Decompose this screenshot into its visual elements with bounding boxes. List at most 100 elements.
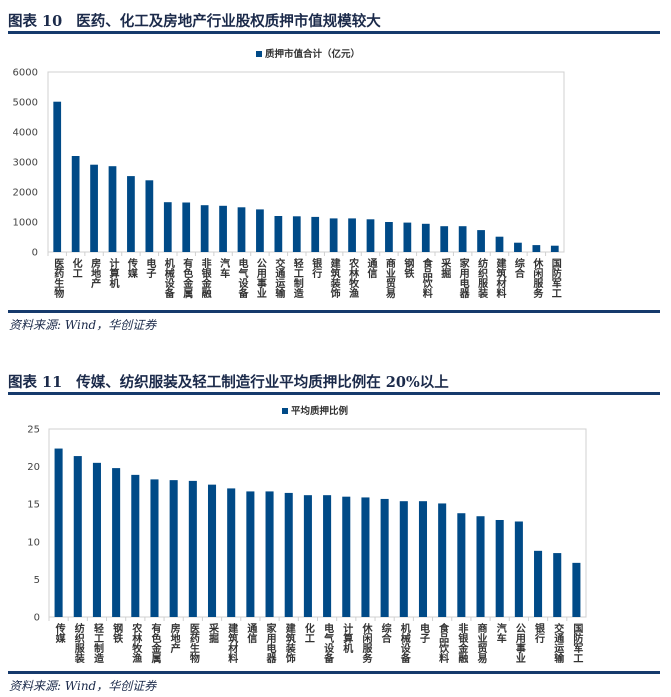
x-category-label: 银行 bbox=[310, 257, 323, 279]
x-category-label: 农林牧渔 bbox=[347, 257, 360, 299]
figure-10-top-rule bbox=[8, 31, 660, 34]
bar-房地产 bbox=[90, 164, 98, 252]
plot-area bbox=[48, 428, 587, 618]
y-tick-label: 20 bbox=[27, 462, 40, 473]
x-category-label: 电气设备 bbox=[322, 622, 335, 664]
x-category-label: 传媒 bbox=[53, 622, 66, 644]
x-category-label: 休闲服务 bbox=[531, 257, 544, 299]
x-category-label: 非银金融 bbox=[456, 622, 469, 664]
x-category-label: 电子 bbox=[417, 622, 429, 644]
y-tick-label: 25 bbox=[27, 425, 40, 436]
x-category-label: 钢铁 bbox=[402, 257, 414, 279]
bar-电子 bbox=[145, 180, 154, 252]
x-category-label: 建筑材料 bbox=[494, 257, 507, 299]
x-category-label: 食品饮料 bbox=[437, 622, 450, 664]
bar-建筑材料 bbox=[227, 488, 236, 617]
bar-国防军工 bbox=[550, 245, 559, 252]
x-category-label: 家用电器 bbox=[457, 257, 470, 299]
x-category-label: 国防军工 bbox=[571, 623, 583, 663]
bar-房地产 bbox=[169, 480, 178, 617]
x-category-label: 商业贸易 bbox=[475, 622, 487, 664]
legend-swatch bbox=[256, 51, 262, 57]
chart-1: 质押市值合计（亿元） 0 1000 2000 3000 4000 5000 6000 医药生物化… bbox=[13, 48, 565, 299]
bar-建筑装饰 bbox=[329, 218, 338, 252]
x-category-label: 纺织服装 bbox=[72, 622, 85, 664]
bar-建筑材料 bbox=[495, 236, 504, 252]
x-category-label: 有色金属 bbox=[181, 257, 194, 299]
x-category-label: 纺织服装 bbox=[476, 257, 489, 299]
bar-公用事业 bbox=[514, 521, 523, 617]
x-category-label: 化工 bbox=[302, 622, 314, 643]
bar-计算机 bbox=[342, 496, 351, 617]
x-category-label: 汽车 bbox=[218, 257, 230, 279]
bar-汽车 bbox=[495, 519, 504, 617]
x-category-label: 休闲服务 bbox=[360, 622, 373, 664]
bar-有色金属 bbox=[150, 479, 159, 617]
legend-label: 质押市值合计（亿元） bbox=[265, 48, 360, 60]
x-category-label: 家用电器 bbox=[264, 622, 277, 664]
figure-10-bottom-rule bbox=[8, 310, 660, 313]
x-category-label: 交通运输 bbox=[273, 257, 285, 299]
x-category-label: 采掘 bbox=[439, 257, 452, 279]
bar-食品饮料 bbox=[438, 503, 447, 617]
x-category-label: 采掘 bbox=[207, 622, 220, 644]
bar-采掘 bbox=[207, 484, 217, 617]
bar-采掘 bbox=[440, 226, 449, 252]
bar-电气设备 bbox=[323, 495, 332, 617]
legend-label: 平均质押比例 bbox=[291, 405, 348, 417]
bar-建筑装饰 bbox=[284, 492, 293, 617]
bar-医药生物 bbox=[188, 480, 197, 617]
plot-area bbox=[47, 71, 565, 253]
bar-钢铁 bbox=[403, 222, 412, 252]
bar-轻工制造 bbox=[292, 216, 301, 252]
x-category-label: 通信 bbox=[245, 623, 257, 644]
bar-非银金融 bbox=[200, 205, 209, 252]
x-category-label: 电子 bbox=[144, 257, 156, 279]
x-category-label: 电气设备 bbox=[236, 257, 249, 299]
bar-轻工制造 bbox=[92, 462, 101, 617]
bar-电气设备 bbox=[237, 207, 246, 252]
x-category-label: 房地产 bbox=[168, 622, 180, 654]
x-category-label: 医药生物 bbox=[187, 623, 199, 664]
x-category-label: 传媒 bbox=[125, 257, 138, 279]
figure-10-title: 图表 10 医药、化工及房地产行业股权质押市值规模较大 bbox=[8, 10, 381, 31]
bar-综合 bbox=[380, 498, 389, 617]
x-category-label: 钢铁 bbox=[111, 622, 123, 644]
bar-交通运输 bbox=[553, 553, 562, 617]
x-category-label: 机械设备 bbox=[398, 622, 411, 664]
y-tick-label: 6000 bbox=[13, 68, 38, 79]
x-category-label: 商业贸易 bbox=[383, 257, 395, 299]
x-category-label: 公用事业 bbox=[254, 258, 267, 298]
bar-钢铁 bbox=[112, 468, 121, 617]
bar-通信 bbox=[366, 219, 375, 252]
x-category-label: 非银金融 bbox=[199, 257, 212, 299]
x-category-label: 机械设备 bbox=[162, 257, 175, 299]
x-category-label: 食品饮料 bbox=[420, 257, 433, 299]
figure-10-source: 资料来源: Wind，华创证券 bbox=[9, 318, 157, 332]
x-category-label: 计算机 bbox=[107, 257, 120, 289]
x-category-label: 轻工制造 bbox=[91, 622, 103, 664]
bar-机械设备 bbox=[399, 501, 408, 617]
x-category-label: 国防军工 bbox=[549, 258, 561, 298]
x-category-label: 建筑装饰 bbox=[283, 622, 296, 664]
bar-农林牧渔 bbox=[131, 474, 140, 617]
bar-商业贸易 bbox=[385, 222, 393, 252]
bar-休闲服务 bbox=[532, 245, 541, 252]
x-category-label: 银行 bbox=[533, 622, 546, 644]
bar-家用电器 bbox=[458, 226, 467, 252]
y-tick-label: 0 bbox=[34, 613, 40, 624]
x-category-label: 综合 bbox=[379, 622, 392, 644]
chart-2: 平均质押比例 0 5 10 15 20 25 传媒 纺织服装 轻工制造 钢铁 农林牧渔 有色金属 房地产医… bbox=[27, 405, 587, 664]
bar-电子 bbox=[418, 501, 428, 617]
bar-通信 bbox=[246, 491, 255, 617]
x-category-label: 有色金属 bbox=[149, 622, 162, 664]
bar-国防军工 bbox=[572, 562, 581, 617]
y-tick-label: 1000 bbox=[13, 218, 38, 229]
bar-化工 bbox=[71, 156, 80, 252]
y-tick-label: 10 bbox=[27, 537, 40, 548]
x-category-label: 建筑材料 bbox=[226, 622, 239, 664]
x-category-label: 公用事业 bbox=[513, 623, 526, 663]
bar-传媒 bbox=[127, 176, 135, 252]
bar-农林牧渔 bbox=[348, 218, 356, 252]
